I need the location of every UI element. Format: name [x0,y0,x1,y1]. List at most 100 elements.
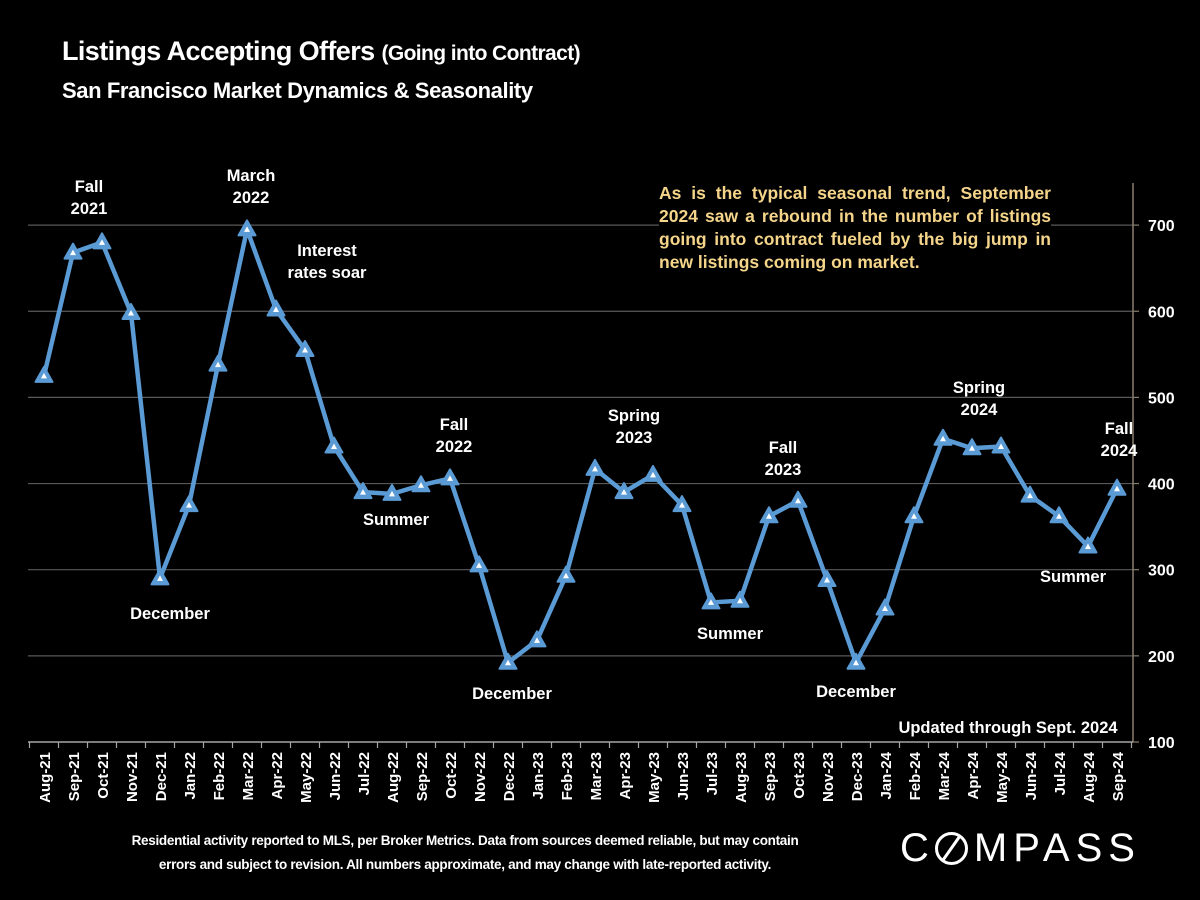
annotation-line: Summer [1040,568,1107,586]
x-axis-labels: Aug-21 Sep-21 Oct-21 Nov-21 Dec-21 Jan-22 Feb-… [37,751,1127,803]
data-point-marker [585,458,605,476]
triangle-marker-center [940,435,946,442]
annotation-label: Summer [363,511,430,529]
data-point-marker [208,354,228,372]
x-tick-label: Jul-24 [1052,751,1069,795]
x-tick-label: Mar-23 [588,752,605,800]
triangle-marker-center [621,489,627,495]
chart-title-main: Listings Accepting Offers [62,36,375,66]
data-point-marker [962,438,982,456]
annotation-line: 2022 [233,189,270,207]
annotation-label: Fall 2024 [1101,420,1139,460]
triangle-marker-center [563,572,569,579]
triangle-marker-center [186,502,192,508]
annotation-line: Spring [608,407,660,425]
data-point-marker [1049,506,1069,524]
y-tick-label: 500 [1148,390,1175,407]
x-tick-label: Jun-24 [1023,751,1040,800]
chart-title: Listings Accepting Offers (Going into Co… [62,36,581,67]
data-point-marker [92,232,112,250]
data-point-marker [150,568,170,586]
annotation-line: Summer [697,625,764,643]
data-point-marker [121,302,141,320]
annotation-line: Fall [440,416,468,434]
y-tick-label: 400 [1148,477,1175,494]
data-point-marker [411,475,431,493]
data-point-marker [527,630,547,648]
annotation-label: Interest rates soar [288,242,367,282]
x-tick-label: Jul-23 [704,752,721,795]
data-point-marker [237,219,257,237]
footer-line-1: Residential activity reported to MLS, pe… [131,833,799,848]
triangle-marker-center [969,445,975,451]
triangle-marker-center [476,562,482,568]
annotation-line: 2022 [436,438,473,456]
annotation-line: Summer [363,511,430,529]
triangle-marker-center [41,372,47,379]
annotation-line: 2021 [71,200,108,218]
x-tick-label: Jul-22 [356,752,373,795]
triangle-marker-center [418,482,424,488]
callout-text: As is the typical seasonal trend, Septem… [659,182,1051,274]
triangle-marker-center [795,497,801,504]
annotation-line: 2024 [1101,442,1139,460]
triangle-marker-center [998,443,1004,450]
x-tick-label: Dec-23 [849,752,866,801]
annotation-line: 2024 [961,401,999,419]
compass-logo: C MPASS [900,826,1141,871]
data-point-marker [846,652,866,670]
data-point-marker [63,242,83,260]
x-tick-label: Nov-21 [124,752,141,802]
x-tick-label: Nov-22 [472,752,489,802]
x-tick-label: Aug-24 [1081,751,1098,802]
x-tick-label: Feb-22 [211,752,228,800]
data-point-marker [614,482,634,500]
data-point-marker [469,555,489,573]
x-tick-label: May-22 [298,752,315,803]
y-tick-label: 100 [1148,735,1175,752]
data-point-marker [556,565,576,583]
x-tick-label: Jun-23 [675,752,692,800]
triangle-marker-center [157,575,163,581]
annotation-label: Spring 2024 [953,379,1005,419]
axes [28,183,1139,748]
x-tick-label: Mar-24 [936,751,953,800]
data-point-marker [991,436,1011,454]
triangle-marker-center [708,599,714,605]
triangle-marker-center [128,309,134,316]
data-point-marker [295,340,315,358]
logo-text-post: MPASS [973,826,1141,870]
annotation-label: Updated through Sept. 2024 [898,719,1118,737]
x-tick-label: Sep-22 [414,752,431,801]
footer-line-2: errors and subject to revision. All numb… [158,857,772,872]
x-tick-label: May-23 [646,752,663,803]
x-tick-label: Jun-22 [327,752,344,800]
x-tick-label: Oct-21 [95,752,112,799]
triangle-marker-center [534,637,540,643]
y-tick-label: 200 [1148,649,1175,666]
x-tick-label: Oct-23 [791,752,808,799]
x-tick-label: Sep-21 [66,752,83,801]
annotation-line: Fall [769,439,797,457]
gridlines [28,224,1133,657]
data-point-marker [701,592,721,610]
series-line [41,227,1120,665]
x-tick-label: Aug-22 [385,752,402,803]
annotation-label: March 2022 [227,167,276,207]
annotation-label: Fall 2021 [71,178,108,218]
data-point-marker [904,506,924,524]
annotation-label: December [472,685,552,703]
data-point-marker [34,365,54,383]
data-point-marker [382,483,402,501]
footer-disclaimer: Residential activity reported to MLS, pe… [60,829,870,877]
triangle-marker-center [70,249,76,256]
annotations: Fall 2021 March 2022 Interest rates soar Decem… [71,167,1139,737]
annotation-line: Updated through Sept. 2024 [898,719,1118,737]
data-point-marker [440,468,460,486]
x-tick-label: Feb-24 [907,751,924,800]
x-tick-label: Nov-23 [820,752,837,802]
annotation-label: Spring 2023 [608,407,660,447]
data-point-marker [759,506,779,524]
triangle-marker-center [911,513,917,519]
